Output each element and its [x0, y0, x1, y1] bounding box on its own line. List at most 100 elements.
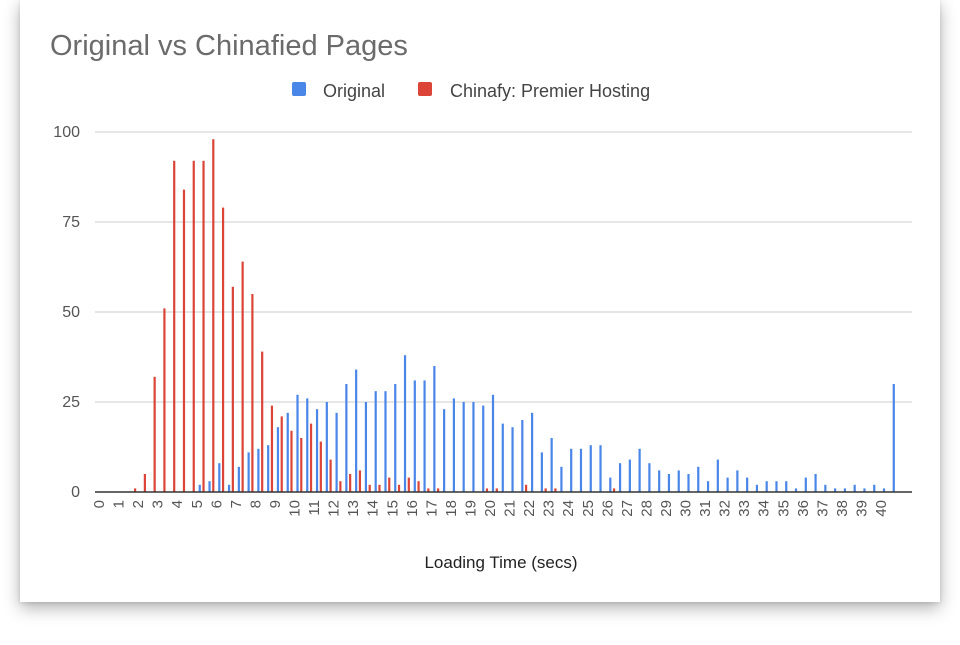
bar-chinafy[interactable] — [280, 416, 283, 492]
bar-original[interactable] — [452, 398, 455, 492]
bar-chinafy[interactable] — [319, 441, 322, 492]
bar-original[interactable] — [227, 484, 231, 492]
bar-original[interactable] — [433, 366, 436, 492]
bar-original[interactable] — [785, 481, 788, 492]
bar-original[interactable] — [403, 355, 407, 492]
bar-original[interactable] — [345, 384, 348, 492]
bar-original[interactable] — [579, 448, 583, 492]
bar-original[interactable] — [892, 384, 895, 492]
bar-chinafy[interactable] — [358, 470, 362, 492]
bar-chinafy[interactable] — [241, 261, 244, 492]
bar-original[interactable] — [648, 463, 651, 492]
bar-original[interactable] — [482, 405, 485, 492]
bar-original[interactable] — [462, 402, 465, 492]
bar-chinafy[interactable] — [554, 488, 557, 492]
bar-chinafy[interactable] — [300, 438, 303, 492]
bar-original[interactable] — [599, 445, 602, 492]
bar-chinafy[interactable] — [261, 351, 264, 492]
bar-original[interactable] — [560, 466, 563, 492]
bar-original[interactable] — [413, 380, 416, 492]
bar-original[interactable] — [276, 427, 280, 492]
bar-chinafy[interactable] — [417, 481, 420, 492]
bar-original[interactable] — [423, 380, 426, 492]
bar-original[interactable] — [335, 412, 338, 492]
bar-original[interactable] — [364, 402, 368, 492]
bar-chinafy[interactable] — [368, 484, 371, 492]
bar-original[interactable] — [863, 488, 866, 492]
bar-chinafy[interactable] — [544, 488, 547, 492]
bar-chinafy[interactable] — [192, 160, 195, 493]
bar-chinafy[interactable] — [153, 376, 156, 492]
bar-original[interactable] — [315, 409, 319, 492]
bar-chinafy[interactable] — [163, 308, 166, 492]
bar-original[interactable] — [247, 452, 250, 492]
bar-chinafy[interactable] — [525, 484, 528, 492]
bar-chinafy[interactable] — [612, 488, 616, 492]
bar-chinafy[interactable] — [309, 423, 313, 492]
bar-chinafy[interactable] — [339, 481, 342, 492]
bar-chinafy[interactable] — [173, 160, 176, 493]
bar-original[interactable] — [794, 488, 798, 492]
bar-original[interactable] — [521, 420, 524, 492]
bar-chinafy[interactable] — [495, 488, 498, 492]
bar-original[interactable] — [237, 466, 240, 492]
bar-original[interactable] — [706, 481, 710, 492]
bar-original[interactable] — [589, 445, 592, 492]
bar-original[interactable] — [501, 423, 504, 492]
bar-original[interactable] — [374, 391, 377, 492]
bar-original[interactable] — [853, 484, 856, 492]
bar-original[interactable] — [394, 384, 397, 492]
bar-original[interactable] — [755, 484, 759, 492]
bar-chinafy[interactable] — [270, 405, 274, 492]
bar-original[interactable] — [628, 459, 631, 492]
bar-chinafy[interactable] — [143, 474, 146, 492]
bar-chinafy[interactable] — [221, 207, 225, 492]
bar-original[interactable] — [834, 488, 837, 492]
bar-original[interactable] — [726, 477, 729, 492]
bar-original[interactable] — [550, 438, 553, 492]
bar-original[interactable] — [765, 481, 768, 492]
bar-original[interactable] — [746, 477, 749, 492]
bar-original[interactable] — [843, 488, 846, 492]
bar-chinafy[interactable] — [437, 488, 440, 492]
legend-item-original[interactable]: Original — [292, 81, 385, 101]
bar-original[interactable] — [638, 448, 641, 492]
bar-original[interactable] — [472, 402, 475, 492]
bar-original[interactable] — [443, 409, 446, 492]
bar-original[interactable] — [814, 474, 817, 492]
bar-chinafy[interactable] — [251, 294, 254, 492]
bar-original[interactable] — [198, 484, 201, 492]
bar-original[interactable] — [775, 481, 778, 492]
bar-original[interactable] — [570, 448, 573, 492]
bar-original[interactable] — [540, 452, 543, 492]
bar-original[interactable] — [296, 394, 299, 492]
bar-chinafy[interactable] — [397, 484, 401, 492]
bar-original[interactable] — [687, 474, 690, 492]
bar-original[interactable] — [609, 477, 612, 492]
bar-original[interactable] — [677, 470, 680, 492]
bar-original[interactable] — [325, 402, 328, 492]
bar-chinafy[interactable] — [134, 488, 137, 492]
bar-original[interactable] — [804, 477, 807, 492]
bar-chinafy[interactable] — [212, 139, 215, 492]
bar-original[interactable] — [384, 391, 387, 492]
bar-chinafy[interactable] — [407, 477, 410, 492]
bar-original[interactable] — [618, 463, 622, 492]
bar-original[interactable] — [531, 412, 534, 492]
bar-original[interactable] — [511, 427, 514, 492]
bar-chinafy[interactable] — [290, 430, 293, 492]
bar-original[interactable] — [736, 470, 739, 492]
bar-original[interactable] — [208, 481, 211, 492]
bar-chinafy[interactable] — [231, 286, 234, 492]
bar-chinafy[interactable] — [378, 484, 381, 492]
bar-original[interactable] — [306, 398, 309, 492]
bar-original[interactable] — [658, 470, 661, 492]
bar-original[interactable] — [667, 474, 671, 492]
legend-item-chinafy[interactable]: Chinafy: Premier Hosting — [418, 81, 650, 101]
bar-chinafy[interactable] — [202, 160, 205, 493]
bar-original[interactable] — [218, 463, 221, 492]
bar-original[interactable] — [697, 466, 700, 492]
bar-original[interactable] — [267, 445, 270, 492]
bar-chinafy[interactable] — [182, 189, 186, 492]
bar-original[interactable] — [716, 459, 719, 492]
